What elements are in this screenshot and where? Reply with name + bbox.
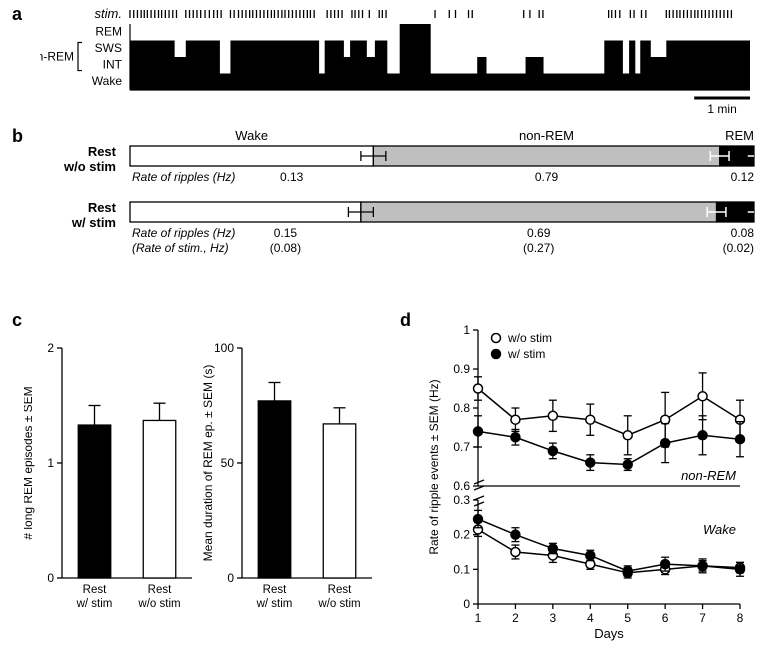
svg-text:0.08: 0.08: [731, 226, 755, 240]
svg-text:4: 4: [587, 611, 594, 625]
svg-text:(Rate of stim., Hz): (Rate of stim., Hz): [132, 241, 229, 255]
svg-text:INT: INT: [103, 58, 123, 72]
svg-text:REM: REM: [725, 128, 754, 143]
svg-text:0.1: 0.1: [453, 562, 470, 576]
svg-text:1: 1: [463, 323, 470, 337]
svg-text:w/ stim: w/ stim: [256, 598, 293, 610]
svg-text:w/ stim: w/ stim: [71, 215, 116, 230]
svg-text:0.8: 0.8: [453, 401, 470, 415]
svg-text:Wake: Wake: [92, 74, 123, 88]
svg-text:(0.27): (0.27): [523, 241, 554, 255]
svg-text:0: 0: [463, 597, 470, 611]
svg-text:w/o stim: w/o stim: [63, 159, 116, 174]
svg-text:w/o stim: w/o stim: [317, 598, 360, 610]
svg-text:SWS: SWS: [95, 41, 122, 55]
svg-text:Wake: Wake: [235, 128, 268, 143]
svg-text:0.6: 0.6: [453, 479, 470, 493]
svg-text:Rate of ripples (Hz): Rate of ripples (Hz): [132, 226, 235, 240]
svg-text:# long REM episodes ± SEM: # long REM episodes ± SEM: [24, 386, 35, 539]
svg-text:0: 0: [227, 571, 234, 585]
svg-text:Rate of ripples (Hz): Rate of ripples (Hz): [132, 170, 235, 184]
svg-text:6: 6: [662, 611, 669, 625]
svg-text:5: 5: [624, 611, 631, 625]
panel-b-figure: Wakenon-REMREMRestw/o stimRate of ripple…: [40, 128, 760, 290]
svg-text:0.2: 0.2: [453, 528, 470, 542]
panel-label-a: a: [12, 4, 22, 25]
panel-c-figure: 0 1 2 # long REM episodes ± SEM Rest w/ stim R…: [24, 318, 384, 648]
svg-text:w/ stim: w/ stim: [76, 598, 113, 610]
svg-text:2: 2: [47, 341, 54, 355]
svg-text:non-REM: non-REM: [519, 128, 574, 143]
svg-text:0.69: 0.69: [527, 226, 551, 240]
panel-label-b: b: [12, 126, 23, 147]
svg-text:2: 2: [512, 611, 519, 625]
svg-text:3: 3: [550, 611, 557, 625]
svg-text:0.12: 0.12: [731, 170, 755, 184]
svg-text:Days: Days: [594, 626, 624, 641]
panel-label-d: d: [400, 310, 411, 331]
svg-text:Rest: Rest: [83, 584, 107, 596]
svg-text:0.13: 0.13: [280, 170, 304, 184]
svg-text:w/o stim: w/o stim: [507, 331, 552, 345]
svg-text:non-REM: non-REM: [681, 468, 736, 483]
svg-text:50: 50: [221, 456, 235, 470]
svg-text:0: 0: [47, 571, 54, 585]
svg-text:Rate of ripple events ± SEM (H: Rate of ripple events ± SEM (Hz): [427, 379, 441, 554]
panel-a-figure: stim. REM SWS INT Wake non-REM 1 min: [40, 6, 760, 114]
panel-label-c: c: [12, 310, 22, 331]
svg-text:Rest: Rest: [263, 584, 287, 596]
svg-text:Wake: Wake: [703, 522, 736, 537]
svg-text:0.7: 0.7: [453, 440, 470, 454]
svg-text:non-REM: non-REM: [40, 50, 74, 64]
svg-text:stim.: stim.: [95, 6, 122, 21]
svg-text:1 min: 1 min: [707, 102, 736, 114]
svg-text:Rest: Rest: [88, 144, 117, 159]
svg-text:1: 1: [475, 611, 482, 625]
svg-text:1: 1: [47, 456, 54, 470]
svg-text:w/o stim: w/o stim: [137, 598, 180, 610]
svg-text:Rest: Rest: [328, 584, 352, 596]
svg-text:0.9: 0.9: [453, 362, 470, 376]
svg-text:Mean duration of REM ep. ± SEM: Mean duration of REM ep. ± SEM (s): [201, 365, 215, 562]
svg-text:(0.02): (0.02): [723, 241, 754, 255]
svg-text:0.15: 0.15: [274, 226, 298, 240]
svg-text:0.3: 0.3: [453, 493, 470, 507]
svg-text:REM: REM: [95, 25, 122, 39]
panel-d-figure: 0.60.70.80.9100.10.20.312345678Rate of r…: [420, 316, 760, 652]
svg-text:8: 8: [737, 611, 744, 625]
svg-text:Rest: Rest: [148, 584, 172, 596]
svg-text:100: 100: [214, 341, 234, 355]
svg-text:0.79: 0.79: [535, 170, 559, 184]
svg-text:7: 7: [699, 611, 706, 625]
svg-text:(0.08): (0.08): [270, 241, 301, 255]
svg-text:w/ stim: w/ stim: [507, 347, 545, 361]
svg-text:Rest: Rest: [88, 200, 117, 215]
